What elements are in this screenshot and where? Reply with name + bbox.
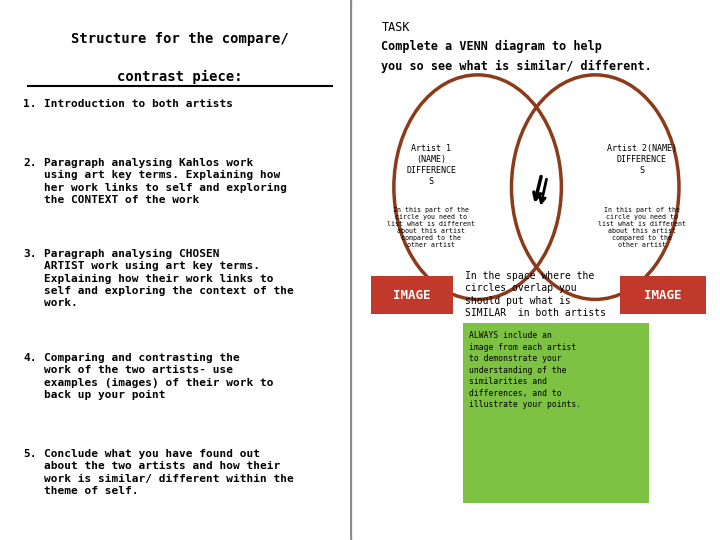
- Text: Artist 1
(NAME)
DIFFERENCE
S: Artist 1 (NAME) DIFFERENCE S: [406, 144, 456, 186]
- Text: Paragraph analysing Kahlos work
using art key terms. Explaining how
her work lin: Paragraph analysing Kahlos work using ar…: [44, 158, 287, 205]
- Text: Introduction to both artists: Introduction to both artists: [44, 99, 233, 109]
- Text: 4.: 4.: [23, 353, 37, 363]
- Text: IMAGE: IMAGE: [644, 288, 682, 302]
- Text: contrast piece:: contrast piece:: [117, 70, 243, 84]
- Text: Conclude what you have found out
about the two artists and how their
work is sim: Conclude what you have found out about t…: [44, 449, 294, 496]
- Text: In this part of the
circle you need to
list what is different
about this artist
: In this part of the circle you need to l…: [598, 207, 685, 248]
- FancyBboxPatch shape: [464, 323, 649, 503]
- Text: you so see what is similar/ different.: you so see what is similar/ different.: [382, 60, 652, 73]
- FancyBboxPatch shape: [351, 0, 720, 540]
- Text: TASK: TASK: [382, 22, 410, 35]
- Text: Paragraph analysing CHOSEN
ARTIST work using art key terms.
Explaining how their: Paragraph analysing CHOSEN ARTIST work u…: [44, 248, 294, 308]
- Text: In this part of the
circle you need to
list what is different
about this artist
: In this part of the circle you need to l…: [387, 207, 475, 248]
- Text: 3.: 3.: [23, 248, 37, 259]
- FancyBboxPatch shape: [620, 276, 706, 314]
- Text: 5.: 5.: [23, 449, 37, 459]
- Text: Artist 2(NAME)
DIFFERENCE
S: Artist 2(NAME) DIFFERENCE S: [606, 144, 677, 175]
- Text: In the space where the
circles overlap you
should put what is
SIMILAR  in both a: In the space where the circles overlap y…: [465, 271, 606, 318]
- Text: Comparing and contrasting the
work of the two artists- use
examples (images) of : Comparing and contrasting the work of th…: [44, 353, 274, 400]
- Text: Structure for the compare/: Structure for the compare/: [71, 32, 289, 46]
- Text: ALWAYS include an
image from each artist
to demonstrate your
understanding of th: ALWAYS include an image from each artist…: [469, 332, 581, 409]
- Text: IMAGE: IMAGE: [393, 288, 431, 302]
- Text: 2.: 2.: [23, 158, 37, 168]
- FancyBboxPatch shape: [0, 0, 365, 540]
- FancyBboxPatch shape: [371, 276, 453, 314]
- Text: Complete a VENN diagram to help: Complete a VENN diagram to help: [382, 40, 602, 53]
- Text: 1.: 1.: [23, 99, 37, 109]
